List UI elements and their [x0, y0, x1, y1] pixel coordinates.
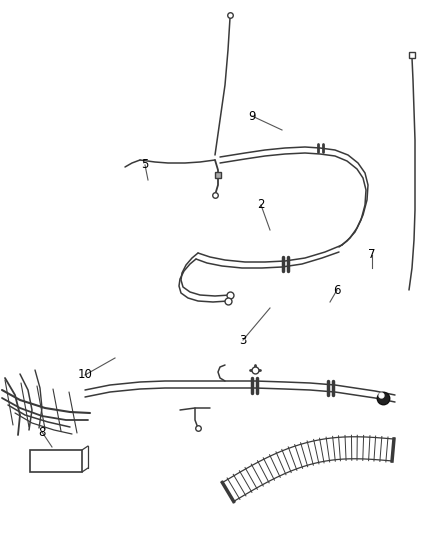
Text: 10: 10 — [78, 368, 92, 382]
Text: 3: 3 — [239, 334, 247, 346]
Text: 7: 7 — [368, 248, 376, 262]
Text: 6: 6 — [333, 284, 341, 296]
Text: 2: 2 — [257, 198, 265, 212]
Text: 8: 8 — [38, 425, 46, 439]
Text: 9: 9 — [248, 109, 256, 123]
Text: 5: 5 — [141, 158, 148, 172]
Bar — [30, 450, 82, 472]
